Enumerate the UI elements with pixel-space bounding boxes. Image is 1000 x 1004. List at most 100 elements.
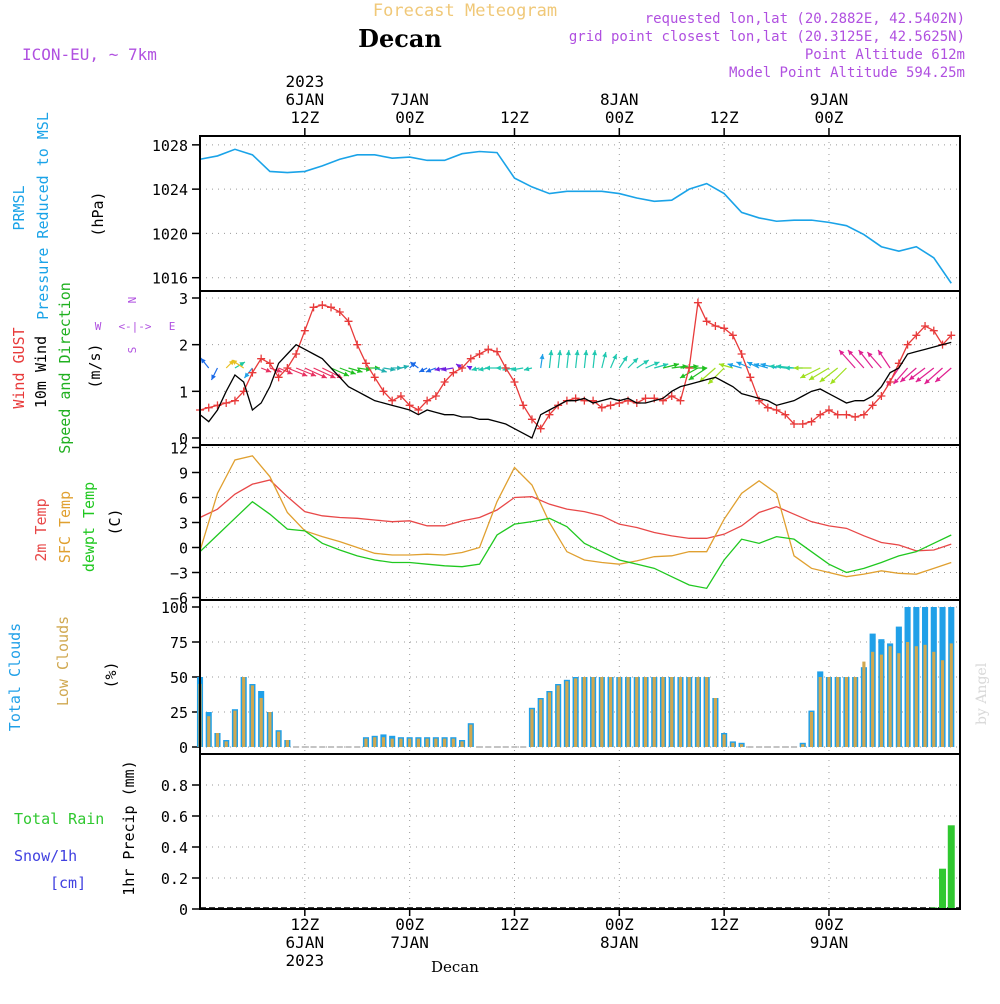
- rain-bar: [947, 825, 955, 909]
- wind-arrow-head: [466, 366, 473, 371]
- wind-arrow-head: [301, 371, 308, 377]
- low-cloud-bar: [923, 644, 927, 747]
- y-tick-label: −6: [170, 590, 188, 608]
- low-cloud-bar: [862, 661, 866, 747]
- low-cloud-bar: [215, 733, 220, 747]
- wind-arrow-head: [239, 362, 245, 367]
- wind-arrow-head: [523, 366, 530, 372]
- gust-marker: [886, 378, 895, 386]
- low-cloud-bar: [582, 677, 586, 747]
- wind-arrow-head: [211, 374, 216, 380]
- wind-arrow-head: [900, 376, 906, 382]
- bottom-time-label: 8JAN: [600, 933, 639, 952]
- panel-temperature: −6 −3 0 3 6 9 12: [170, 440, 961, 608]
- pressure-label-long: Pressure Reduced to MSL: [34, 112, 52, 320]
- gust-marker: [798, 420, 807, 428]
- gust-marker: [921, 322, 930, 330]
- gust-marker: [379, 387, 388, 396]
- bottom-time-label: 7JAN: [390, 933, 429, 952]
- gust-marker: [693, 298, 702, 307]
- y-tick-label: 0.8: [161, 777, 188, 795]
- wind-arrow-head: [390, 366, 396, 372]
- y-tick-label: 6: [179, 490, 188, 508]
- gust-marker: [711, 322, 720, 330]
- footer-label: Decan: [431, 958, 479, 976]
- top-time-label: 2023: [286, 72, 325, 91]
- gust-marker: [877, 392, 886, 400]
- clouds-unit: (%): [102, 661, 120, 688]
- low-cloud-bar: [626, 677, 630, 747]
- gust-marker: [720, 324, 729, 333]
- wind-arrow-head: [357, 368, 363, 374]
- model-label: ICON-EU, ~ 7km: [22, 45, 157, 64]
- low-cloud-bar: [408, 738, 412, 747]
- precip-ylabel: 1hr Precip (mm): [120, 760, 138, 895]
- wind-arrow-head: [622, 356, 628, 362]
- location-title: Decan: [358, 24, 442, 53]
- top-time-label: 7JAN: [390, 90, 429, 109]
- gust-marker: [475, 350, 484, 358]
- wind-arrow-head: [287, 369, 293, 375]
- low-cloud-bar: [635, 677, 639, 747]
- gust-marker: [929, 326, 938, 335]
- top-time-label: 12Z: [290, 108, 319, 127]
- gust-marker: [300, 326, 309, 335]
- wind-arrow-head: [632, 358, 639, 364]
- low-cloud-bar: [818, 677, 822, 747]
- wind-arrow-head: [583, 350, 589, 356]
- wind-direction-arrows: [200, 349, 952, 387]
- gust-marker: [458, 364, 467, 372]
- gust-marker: [685, 364, 694, 372]
- wind-arrow-head: [539, 354, 545, 360]
- wind-arrow-head: [321, 373, 327, 379]
- y-tick-label: 1020: [152, 225, 188, 243]
- low-cloud-bar: [678, 677, 683, 747]
- wind-arrow-head: [847, 350, 854, 356]
- y-tick-label: 50: [170, 669, 188, 687]
- wind-arrow-head: [231, 360, 238, 365]
- low-cloud-bar: [871, 651, 875, 747]
- wind-arrow-head: [878, 350, 883, 356]
- y-tick-label: 9: [179, 465, 188, 483]
- bottom-time-label: 00Z: [395, 915, 424, 934]
- low-cloud-bar: [940, 660, 945, 747]
- wind-arrow-head: [808, 375, 815, 380]
- compass-east: E: [169, 320, 176, 333]
- gust-marker: [501, 364, 510, 372]
- wind-arrow-head: [793, 365, 799, 371]
- gust-marker: [327, 303, 336, 312]
- gust-marker: [466, 354, 475, 363]
- temp-2m-label: 2m Temp: [32, 498, 50, 561]
- low-cloud-bar: [652, 677, 656, 747]
- low-cloud-bar: [539, 699, 543, 747]
- low-cloud-bar: [617, 677, 621, 747]
- wind-arrow-head: [909, 375, 915, 380]
- gust-marker: [283, 364, 292, 372]
- temp-sfc-label: SFC Temp: [56, 491, 74, 563]
- wind-arrow-head: [471, 366, 477, 372]
- gust-marker: [947, 331, 956, 340]
- wind-arrow-head: [244, 372, 250, 378]
- gust-marker: [230, 396, 239, 405]
- info-line: requested lon,lat (20.2882E, 42.5402N): [645, 11, 965, 27]
- low-cloud-bar: [268, 712, 272, 747]
- wind-arrow-head: [702, 365, 708, 371]
- y-tick-label: −3: [170, 565, 188, 583]
- gust-marker: [597, 403, 606, 412]
- top-time-label: 8JAN: [600, 90, 639, 109]
- low-cloud-bar: [259, 698, 263, 747]
- panel-clouds: 0 25 50 75 100: [161, 599, 961, 757]
- wind-arrow-head: [708, 378, 714, 384]
- gust-marker: [851, 413, 860, 421]
- low-cloud-bar: [565, 681, 569, 747]
- gust-marker: [370, 373, 379, 382]
- top-time-label: 9JAN: [810, 90, 849, 109]
- gust-marker: [318, 301, 327, 309]
- gust-marker: [737, 350, 746, 358]
- panel-frame: [199, 753, 961, 910]
- wind-arrow-head: [867, 352, 873, 358]
- gust-marker: [824, 406, 833, 414]
- wind-arrow-head: [602, 352, 608, 358]
- top-time-label: 12Z: [500, 108, 529, 127]
